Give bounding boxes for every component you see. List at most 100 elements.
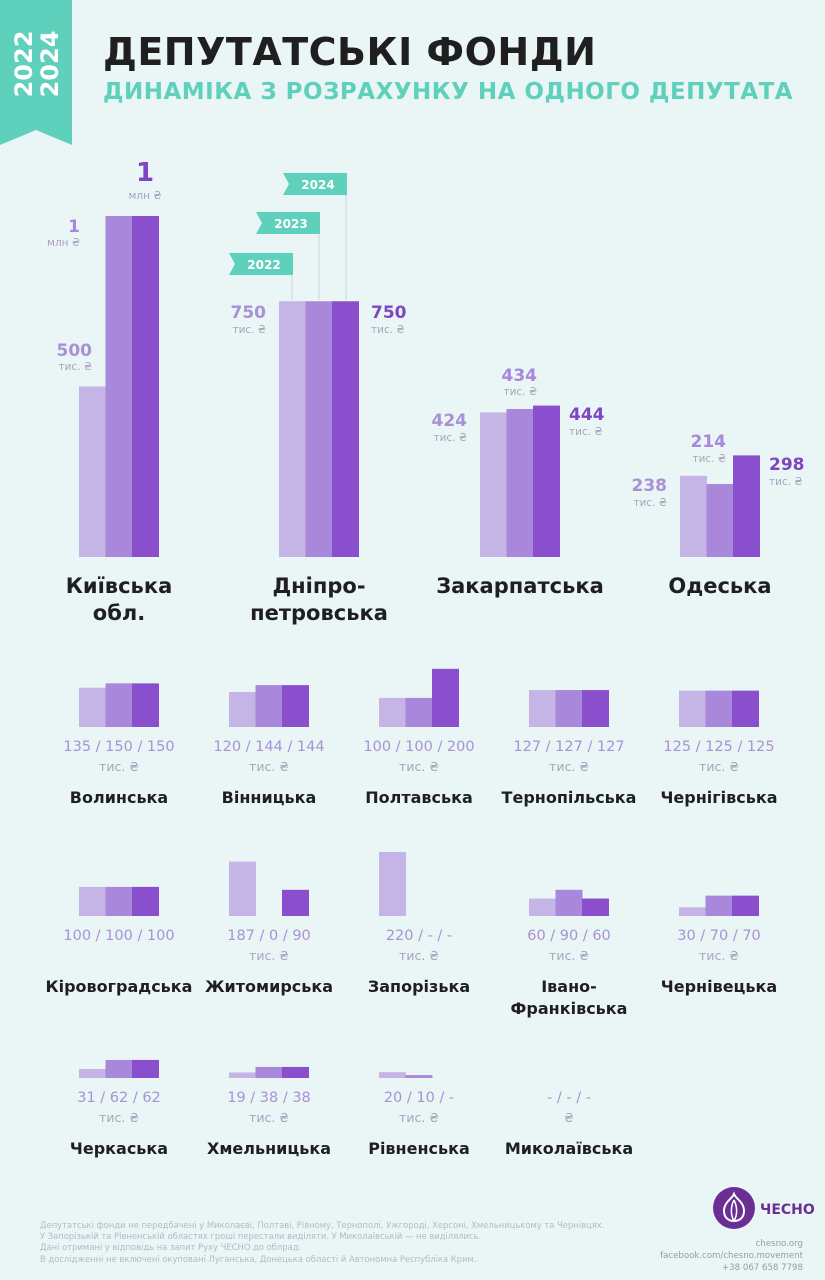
category-label: Закарпатська <box>436 574 604 598</box>
year-flag-label: 2022 <box>247 258 280 272</box>
data-label-unit: тис. ₴ <box>699 948 739 963</box>
data-label: 750 <box>231 303 267 323</box>
bar-2022 <box>79 886 106 916</box>
footnote: Депутатські фонди не передбачені у Микол… <box>40 1220 605 1230</box>
data-label-unit: млн ₴ <box>129 190 162 202</box>
bar-2023 <box>305 301 333 557</box>
footnote: У Запорізькій та Рівненській областях гр… <box>40 1231 482 1242</box>
category-label: Кіровоградська <box>46 977 193 996</box>
data-label: 31 / 62 / 62 <box>77 1090 161 1106</box>
data-label-unit: тис. ₴ <box>249 1110 289 1125</box>
data-label: - / - / - <box>547 1090 591 1106</box>
bar-2024 <box>132 1059 159 1078</box>
data-label: 500 <box>57 341 93 361</box>
bar-2023 <box>506 409 534 557</box>
data-label-unit: тис. ₴ <box>549 948 589 963</box>
year-start: 2022 <box>10 31 38 98</box>
bar-2022 <box>229 861 256 916</box>
chesno-logo: ЧЕСНО <box>713 1187 815 1229</box>
bar-2022 <box>379 852 406 916</box>
data-label-unit: тис. ₴ <box>569 426 603 438</box>
bar-2024 <box>432 668 459 727</box>
data-label: 127 / 127 / 127 <box>513 739 624 755</box>
category-label: Франківська <box>511 999 628 1018</box>
bar-2024 <box>132 683 159 727</box>
data-label-unit: млн ₴ <box>47 237 80 249</box>
data-label: 434 <box>502 366 538 386</box>
data-label-unit: тис. ₴ <box>249 759 289 774</box>
category-label: Київська <box>66 574 173 598</box>
data-label-unit: ₴ <box>564 1110 574 1125</box>
bar-2024 <box>282 1066 309 1078</box>
data-label: 20 / 10 / - <box>384 1090 454 1106</box>
data-label-unit: тис. ₴ <box>433 432 467 444</box>
bar-2023 <box>105 886 133 916</box>
data-label: 100 / 100 / 100 <box>63 928 174 944</box>
bar-2022 <box>529 898 556 916</box>
data-label: 187 / 0 / 90 <box>227 928 311 944</box>
data-label-unit: тис. ₴ <box>633 497 667 509</box>
data-label-unit: тис. ₴ <box>399 1110 439 1125</box>
bar-2024 <box>132 886 159 916</box>
year-flag-label: 2023 <box>274 217 307 231</box>
year-ribbon <box>0 0 72 145</box>
bar-2023 <box>255 1066 283 1078</box>
year-flag <box>256 212 320 234</box>
category-label: обл. <box>93 601 145 625</box>
bar-2023 <box>706 484 734 557</box>
category-label: Чернівецька <box>661 977 777 996</box>
data-label-unit: тис. ₴ <box>399 948 439 963</box>
data-label: 60 / 90 / 60 <box>527 928 611 944</box>
category-label: Полтавська <box>365 788 473 807</box>
data-label: 444 <box>569 405 605 425</box>
bar-2024 <box>733 455 760 557</box>
bar-2022 <box>79 687 106 727</box>
bar-2024 <box>732 895 759 916</box>
category-label: Дніпро- <box>272 574 365 598</box>
bar-2024 <box>282 685 309 727</box>
data-label-unit: тис. ₴ <box>699 759 739 774</box>
bar-2024 <box>533 405 560 557</box>
data-label-unit: тис. ₴ <box>399 759 439 774</box>
data-label-unit: тис. ₴ <box>769 476 803 488</box>
bar-2024 <box>582 898 609 916</box>
bar-2024 <box>282 889 309 916</box>
category-label: Івано- <box>541 977 597 996</box>
data-label: 120 / 144 / 144 <box>213 739 324 755</box>
website-link[interactable]: chesno.org <box>755 1239 803 1249</box>
category-label: петровська <box>250 601 388 625</box>
year-flag <box>229 253 293 275</box>
bar-2022 <box>679 907 706 916</box>
data-label-unit: тис. ₴ <box>232 324 266 336</box>
data-label: 220 / - / - <box>386 928 452 944</box>
data-label: 125 / 125 / 125 <box>663 739 774 755</box>
page-title: ДЕПУТАТСЬКІ ФОНДИ <box>103 30 597 74</box>
bar-2022 <box>229 1072 256 1078</box>
category-label: Запорізька <box>368 977 470 996</box>
category-label: Вінницька <box>222 788 317 807</box>
phone-number: +38 067 658 7798 <box>721 1263 803 1273</box>
bar-2023 <box>255 685 283 727</box>
facebook-link[interactable]: facebook.com/chesno.movement <box>660 1251 803 1261</box>
year-flag <box>283 173 347 195</box>
data-label-unit: тис. ₴ <box>249 948 289 963</box>
bar-2023 <box>105 1059 133 1078</box>
data-label-unit: тис. ₴ <box>99 759 139 774</box>
bar-2023 <box>105 683 133 727</box>
data-label: 214 <box>691 432 727 452</box>
data-label-unit: тис. ₴ <box>549 759 589 774</box>
logo-text: ЧЕСНО <box>760 1202 815 1218</box>
data-label-unit: тис. ₴ <box>692 453 726 465</box>
bar-2023 <box>405 697 433 727</box>
bar-2023 <box>705 895 733 916</box>
bar-2022 <box>680 475 707 557</box>
data-label: 100 / 100 / 200 <box>363 739 474 755</box>
data-label: 1 <box>136 158 154 188</box>
footnote: Дані отримані у відповідь на запит Руху … <box>40 1242 302 1253</box>
data-label: 1 <box>68 217 80 237</box>
data-label: 30 / 70 / 70 <box>677 928 761 944</box>
bar-2023 <box>705 690 733 727</box>
data-label-unit: тис. ₴ <box>99 1110 139 1125</box>
data-label: 298 <box>769 455 805 475</box>
